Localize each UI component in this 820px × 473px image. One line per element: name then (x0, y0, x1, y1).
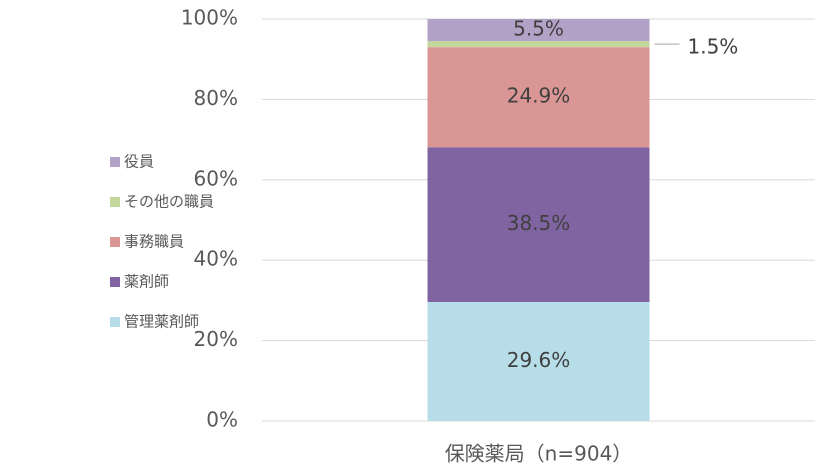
bar-segment (427, 302, 650, 421)
legend-label: 役員 (124, 153, 154, 171)
legend-swatch (110, 197, 120, 207)
data-label: 24.9% (507, 84, 571, 108)
legend-label: 事務職員 (124, 233, 184, 251)
y-tick-label: 0% (206, 408, 238, 432)
legend-swatch (110, 277, 120, 287)
y-tick-label: 20% (194, 327, 238, 351)
y-tick-label: 100% (181, 6, 238, 30)
legend-label: その他の職員 (124, 193, 214, 211)
x-tick-label: 保険薬局（n=904） (445, 442, 633, 466)
data-label: 38.5% (507, 211, 571, 235)
legend-swatch (110, 237, 120, 247)
bar-segment (427, 47, 650, 148)
y-tick-label: 60% (194, 166, 238, 190)
bar-segment (427, 19, 650, 42)
data-label: 1.5% (688, 35, 739, 59)
data-label: 5.5% (513, 17, 564, 41)
legend-swatch (110, 317, 120, 327)
bar-segment (427, 147, 650, 303)
y-tick-label: 80% (194, 86, 238, 110)
legend-label: 薬剤師 (124, 273, 169, 291)
bar-segment (427, 41, 650, 48)
legend-swatch (110, 157, 120, 167)
y-tick-label: 40% (194, 247, 238, 271)
data-label: 29.6% (507, 348, 571, 372)
legend-label: 管理薬剤師 (124, 313, 199, 331)
